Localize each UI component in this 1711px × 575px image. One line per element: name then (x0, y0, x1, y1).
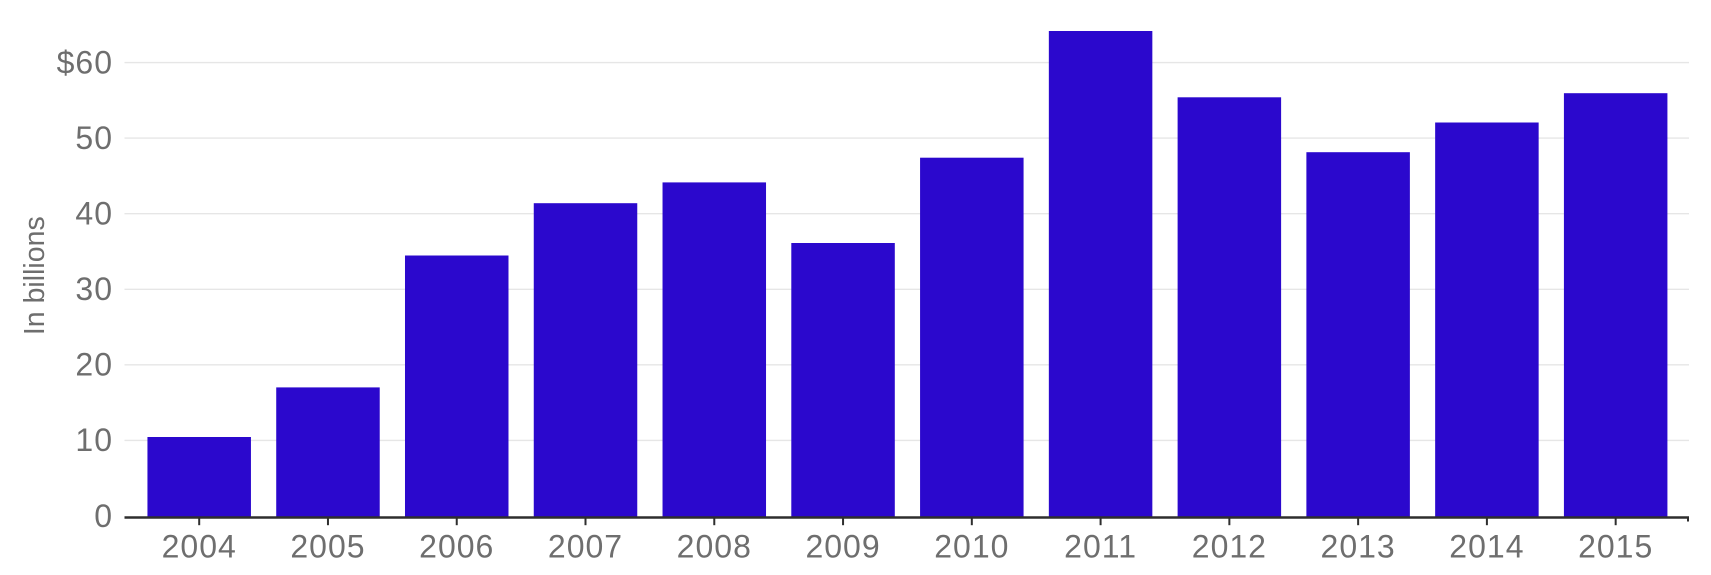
svg-text:2012: 2012 (1192, 529, 1267, 565)
svg-text:2008: 2008 (677, 529, 752, 565)
svg-text:$60: $60 (57, 44, 113, 80)
svg-text:2007: 2007 (548, 529, 623, 565)
svg-text:2009: 2009 (805, 529, 880, 565)
svg-text:2004: 2004 (162, 529, 237, 565)
svg-text:10: 10 (75, 422, 113, 458)
svg-text:2010: 2010 (934, 529, 1009, 565)
svg-text:2011: 2011 (1064, 529, 1137, 565)
svg-text:2014: 2014 (1449, 529, 1524, 565)
svg-text:40: 40 (75, 196, 113, 232)
svg-text:2006: 2006 (419, 529, 494, 565)
svg-text:0: 0 (94, 498, 113, 534)
svg-text:20: 20 (75, 347, 113, 383)
svg-text:30: 30 (75, 271, 113, 307)
svg-text:In billions: In billions (19, 216, 51, 335)
svg-text:2005: 2005 (290, 529, 365, 565)
svg-text:2015: 2015 (1578, 529, 1653, 565)
svg-text:2013: 2013 (1321, 529, 1396, 565)
svg-text:50: 50 (75, 120, 113, 156)
